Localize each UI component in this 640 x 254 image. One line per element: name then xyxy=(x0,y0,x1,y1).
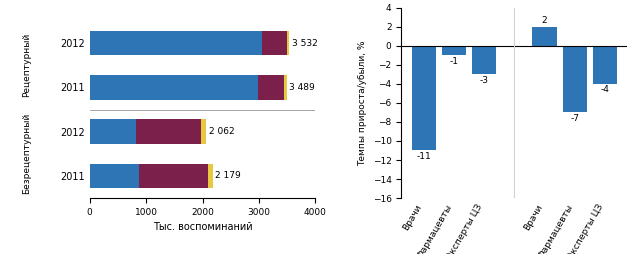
Bar xyxy=(532,27,557,46)
Text: 2 062: 2 062 xyxy=(209,127,234,136)
Text: Безрецептурный: Безрецептурный xyxy=(22,113,31,195)
Text: 2: 2 xyxy=(541,16,547,25)
Bar xyxy=(563,46,587,112)
Bar xyxy=(90,119,136,144)
Text: -7: -7 xyxy=(570,114,579,123)
Text: 3 489: 3 489 xyxy=(289,83,315,92)
Bar xyxy=(208,164,212,188)
Bar xyxy=(593,46,617,84)
Text: -4: -4 xyxy=(600,85,609,94)
Bar xyxy=(284,75,287,100)
Bar xyxy=(202,119,206,144)
Text: 2 179: 2 179 xyxy=(216,171,241,181)
X-axis label: Тыс. воспоминаний: Тыс. воспоминаний xyxy=(153,223,252,232)
Text: 3 532: 3 532 xyxy=(292,39,317,47)
Bar xyxy=(90,31,262,55)
Y-axis label: Темпы прироста/убыли, %: Темпы прироста/убыли, % xyxy=(358,40,367,166)
Bar xyxy=(287,31,289,55)
Bar xyxy=(262,31,287,55)
Bar xyxy=(258,75,284,100)
Bar xyxy=(90,164,139,188)
Bar xyxy=(472,46,496,74)
Text: -11: -11 xyxy=(416,152,431,161)
Bar xyxy=(442,46,466,55)
Text: Рецептурный: Рецептурный xyxy=(22,33,31,97)
Text: -3: -3 xyxy=(479,76,488,85)
Legend: Врачи, Фармацевты, Эксперты ЦЗ: Врачи, Фармацевты, Эксперты ЦЗ xyxy=(81,253,324,254)
Bar xyxy=(90,75,258,100)
Bar xyxy=(139,164,208,188)
Bar xyxy=(412,46,436,150)
Text: -1: -1 xyxy=(449,57,458,66)
Bar xyxy=(136,119,202,144)
